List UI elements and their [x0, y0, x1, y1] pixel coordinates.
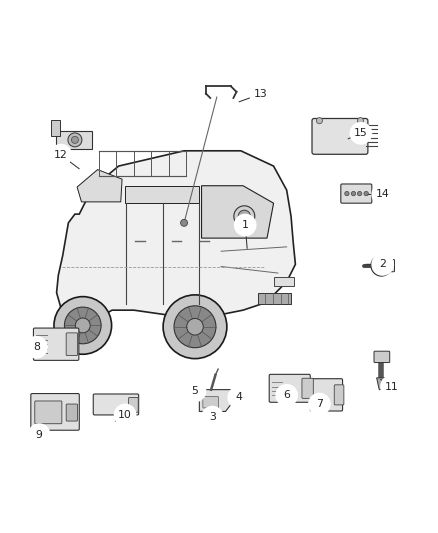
Text: 1: 1: [242, 220, 249, 230]
Circle shape: [234, 214, 257, 236]
Circle shape: [376, 261, 387, 271]
Circle shape: [316, 118, 322, 124]
Circle shape: [371, 253, 394, 276]
FancyBboxPatch shape: [203, 397, 219, 408]
Text: 2: 2: [379, 260, 386, 269]
Polygon shape: [57, 151, 295, 326]
Circle shape: [371, 255, 392, 276]
Circle shape: [371, 183, 394, 206]
Circle shape: [238, 210, 251, 222]
FancyBboxPatch shape: [269, 374, 310, 402]
Circle shape: [357, 191, 362, 196]
FancyBboxPatch shape: [381, 260, 395, 272]
Circle shape: [54, 297, 112, 354]
Text: 4: 4: [235, 392, 242, 402]
Text: 13: 13: [254, 89, 267, 99]
Circle shape: [276, 384, 298, 407]
FancyBboxPatch shape: [35, 401, 62, 424]
FancyBboxPatch shape: [302, 378, 313, 398]
Circle shape: [174, 306, 216, 348]
Text: 7: 7: [316, 399, 323, 409]
Circle shape: [49, 144, 72, 166]
Circle shape: [68, 133, 82, 147]
FancyBboxPatch shape: [341, 184, 372, 203]
FancyBboxPatch shape: [33, 328, 79, 360]
FancyBboxPatch shape: [31, 393, 79, 430]
Polygon shape: [51, 120, 60, 135]
Polygon shape: [56, 131, 92, 149]
Circle shape: [364, 191, 368, 196]
FancyBboxPatch shape: [374, 351, 390, 362]
FancyBboxPatch shape: [237, 217, 251, 224]
Text: 3: 3: [209, 412, 216, 422]
Polygon shape: [199, 390, 231, 411]
Polygon shape: [377, 378, 386, 390]
Circle shape: [350, 122, 372, 144]
Circle shape: [351, 191, 356, 196]
Text: 12: 12: [54, 150, 68, 160]
Circle shape: [71, 136, 78, 143]
FancyBboxPatch shape: [66, 333, 78, 356]
Circle shape: [25, 336, 48, 359]
Text: 9: 9: [35, 430, 42, 440]
FancyBboxPatch shape: [93, 394, 139, 415]
Polygon shape: [77, 169, 122, 202]
Circle shape: [184, 379, 206, 402]
Circle shape: [357, 118, 364, 124]
FancyBboxPatch shape: [334, 385, 344, 405]
FancyBboxPatch shape: [310, 379, 343, 411]
Circle shape: [227, 386, 250, 409]
FancyBboxPatch shape: [312, 118, 368, 154]
Polygon shape: [274, 277, 294, 286]
Circle shape: [187, 318, 203, 335]
FancyBboxPatch shape: [66, 404, 78, 421]
Text: 10: 10: [118, 410, 132, 420]
Circle shape: [28, 423, 50, 446]
Text: 8: 8: [33, 342, 40, 352]
Circle shape: [75, 318, 90, 333]
Text: 5: 5: [191, 386, 198, 396]
Circle shape: [114, 403, 137, 426]
Text: 15: 15: [354, 128, 368, 139]
Circle shape: [380, 375, 403, 398]
Circle shape: [64, 307, 101, 344]
Circle shape: [234, 206, 255, 227]
Polygon shape: [201, 185, 274, 238]
Circle shape: [201, 406, 224, 429]
FancyBboxPatch shape: [129, 398, 138, 413]
Circle shape: [249, 83, 272, 106]
Text: 11: 11: [385, 382, 398, 392]
Text: 6: 6: [283, 390, 290, 400]
Circle shape: [180, 220, 187, 227]
Circle shape: [345, 191, 349, 196]
Circle shape: [163, 295, 227, 359]
Polygon shape: [125, 185, 199, 203]
Text: 14: 14: [376, 189, 390, 199]
Circle shape: [308, 393, 331, 415]
Polygon shape: [258, 293, 291, 304]
